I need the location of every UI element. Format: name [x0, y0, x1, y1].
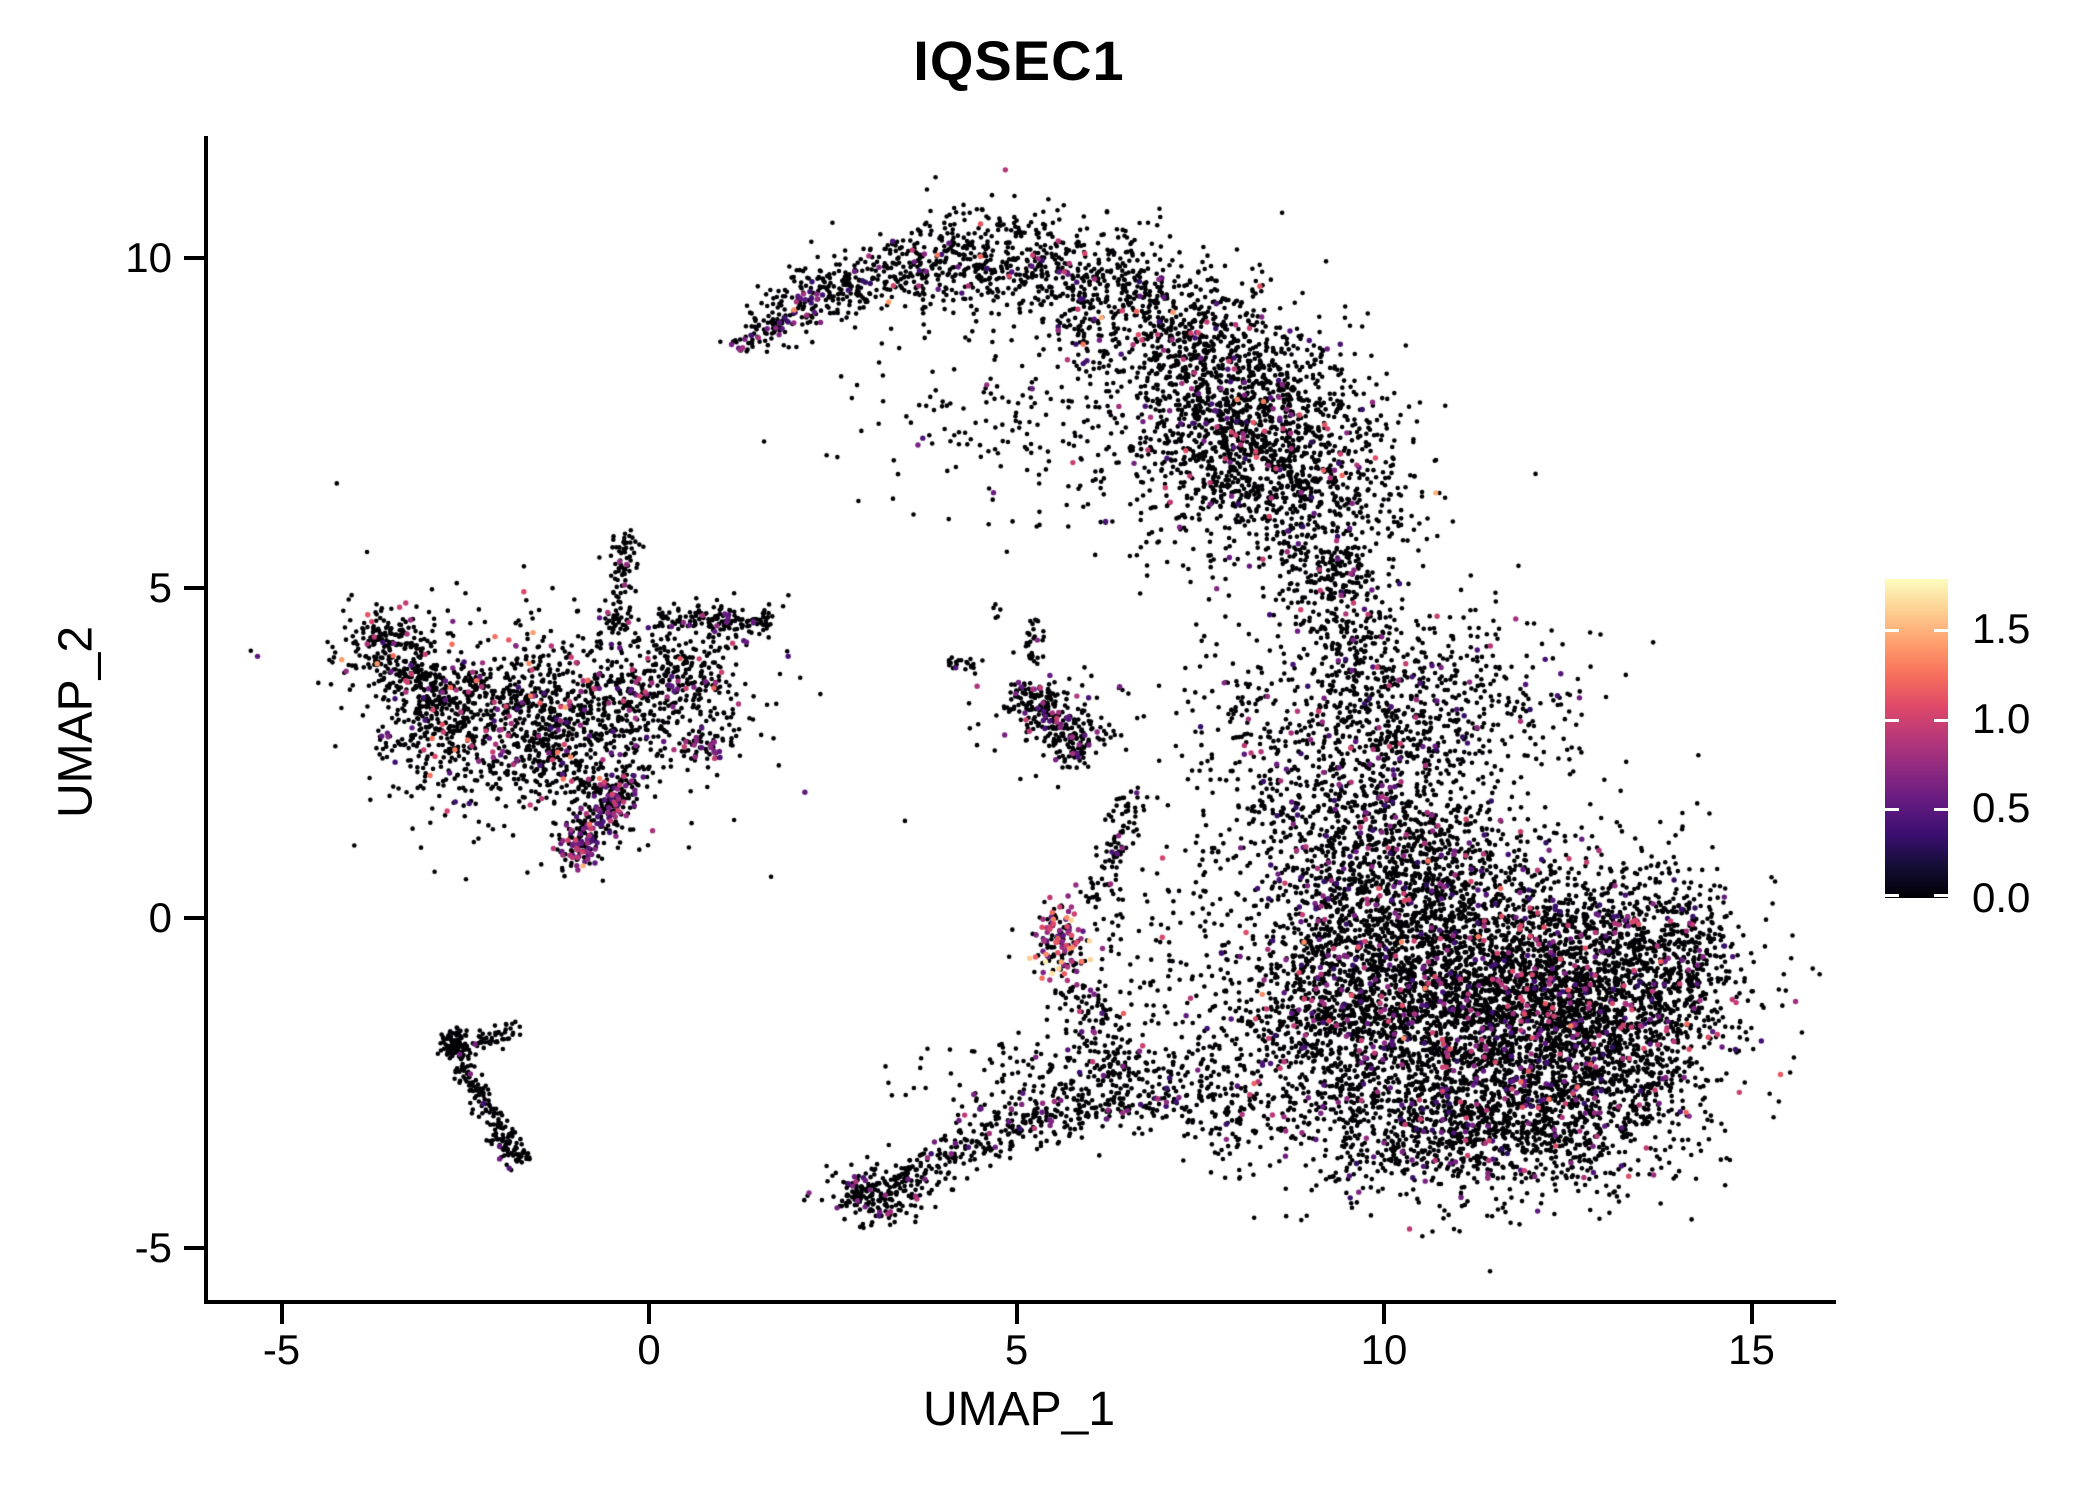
plot-title: IQSEC1: [913, 29, 1125, 92]
colorbar-tick-mark: [1934, 808, 1948, 812]
colorbar-tick-label: 1.0: [1972, 694, 2031, 742]
y-axis-tick-mark: [184, 1246, 204, 1250]
y-axis-tick-mark: [184, 916, 204, 920]
colorbar-tick-mark: [1885, 808, 1899, 812]
colorbar-tick-mark: [1885, 629, 1899, 633]
y-axis-tick-label: 0: [148, 894, 172, 941]
x-axis-tick-mark: [279, 1304, 284, 1324]
x-axis-tick-label: -5: [262, 1326, 301, 1373]
x-axis-tick-mark: [1749, 1304, 1754, 1324]
y-axis-title: UMAP_2: [49, 625, 103, 819]
x-axis-tick-label: 10: [1360, 1326, 1408, 1373]
x-axis-tick-mark: [647, 1304, 651, 1324]
colorbar-tick-mark: [1934, 718, 1948, 722]
colorbar-tick-mark: [1885, 894, 1899, 897]
x-axis-title: UMAP_1: [922, 1383, 1116, 1436]
x-axis-tick-label: 15: [1728, 1326, 1775, 1373]
x-axis-tick-mark: [1014, 1304, 1019, 1324]
x-axis-tick-mark: [1382, 1304, 1386, 1324]
y-axis-line: [204, 136, 208, 1304]
y-axis-tick-label: -5: [134, 1224, 172, 1271]
colorbar-tick-mark: [1934, 894, 1948, 897]
y-axis-tick-mark: [184, 256, 204, 260]
colorbar-tick-label: 0.5: [1972, 784, 2031, 832]
y-axis-tick-label: 5: [148, 564, 172, 611]
colorbar: [1885, 579, 1948, 898]
colorbar-tick-mark: [1885, 718, 1899, 722]
colorbar-tick-mark: [1934, 629, 1948, 633]
x-axis-line: [204, 1300, 1836, 1304]
x-axis-tick-label: 5: [1004, 1326, 1029, 1373]
colorbar-tick-label: 0.0: [1972, 874, 2031, 921]
y-axis-tick-label: 10: [125, 234, 172, 281]
colorbar-tick-label: 1.5: [1972, 605, 2031, 653]
x-axis-tick-label: 0: [637, 1326, 661, 1373]
y-axis-tick-mark: [184, 586, 204, 590]
